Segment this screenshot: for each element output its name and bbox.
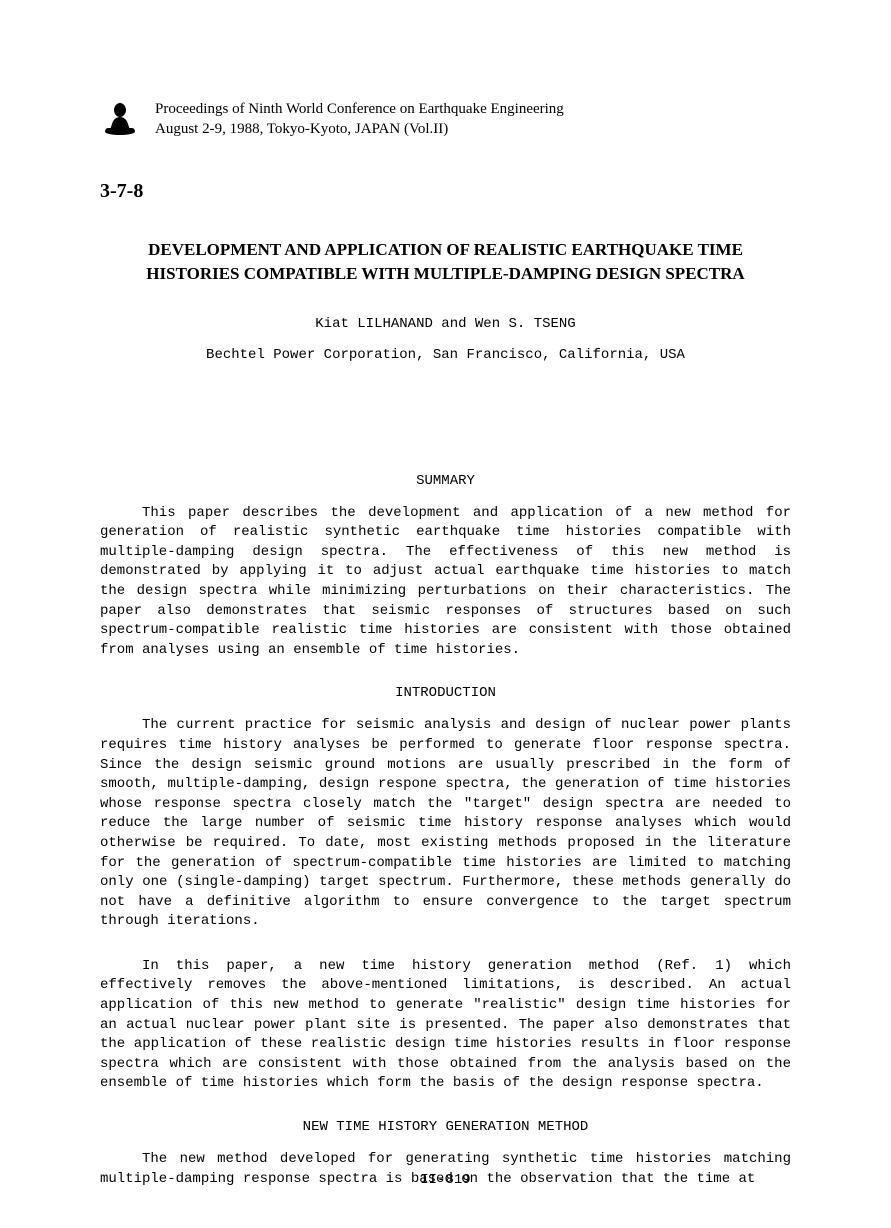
method-heading: NEW TIME HISTORY GENERATION METHOD — [100, 1119, 791, 1135]
proceedings-line1: Proceedings of Ninth World Conference on… — [155, 100, 564, 120]
proceedings-citation: Proceedings of Ninth World Conference on… — [155, 100, 564, 139]
paper-title: DEVELOPMENT AND APPLICATION OF REALISTIC… — [120, 238, 771, 286]
session-number: 3-7-8 — [100, 180, 791, 203]
introduction-heading: INTRODUCTION — [100, 685, 791, 701]
authors: Kiat LILHANAND and Wen S. TSENG — [100, 316, 791, 332]
conference-logo-icon — [100, 100, 140, 140]
introduction-paragraph-1: The current practice for seismic analysi… — [100, 716, 791, 932]
summary-heading: SUMMARY — [100, 473, 791, 489]
page-number: II-819 — [0, 1172, 891, 1188]
introduction-paragraph-2: In this paper, a new time history genera… — [100, 957, 791, 1094]
proceedings-line2: August 2-9, 1988, Tokyo-Kyoto, JAPAN (Vo… — [155, 120, 564, 140]
summary-paragraph: This paper describes the development and… — [100, 504, 791, 661]
affiliation: Bechtel Power Corporation, San Francisco… — [100, 347, 791, 363]
header-row: Proceedings of Ninth World Conference on… — [100, 100, 791, 140]
